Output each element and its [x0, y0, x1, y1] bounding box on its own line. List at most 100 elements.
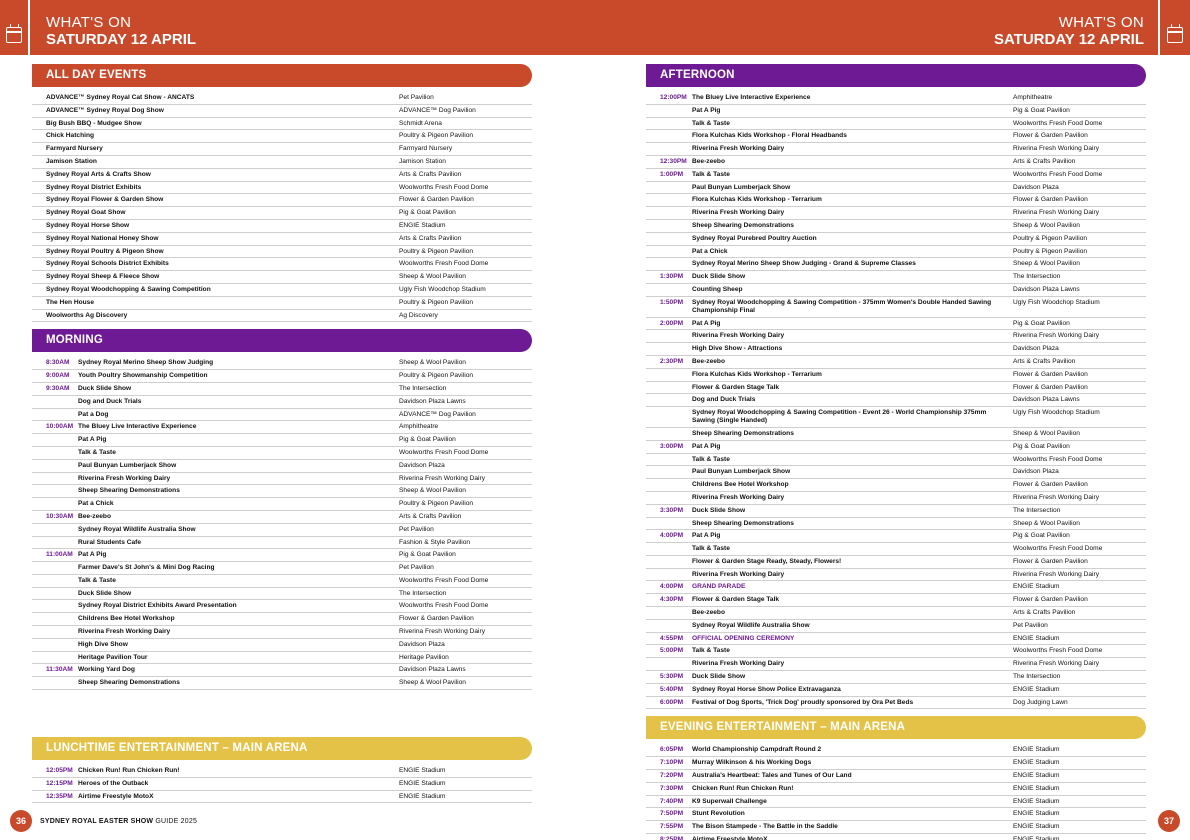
- event-name: Riverina Fresh Working Dairy: [78, 628, 171, 636]
- event-time: [646, 120, 692, 128]
- schedule-row: Sydney Royal Wildlife Australia Show Pet …: [32, 524, 532, 537]
- event-location: ADVANCE™ Dog Pavilion: [399, 106, 476, 114]
- event-time: 4:00PM: [660, 532, 684, 540]
- guide-title-bold: SYDNEY ROYAL EASTER SHOW: [40, 817, 154, 825]
- event-name: Bee-zeebo: [692, 157, 725, 165]
- event-location: Dog Judging Lawn: [1013, 698, 1068, 706]
- schedule-row: Paul Bunyan Lumberjack Show Davidson Plaz…: [32, 460, 532, 473]
- event-time: [646, 196, 692, 204]
- event-location: Sheep & Wool Pavilion: [399, 487, 466, 495]
- header-left-date: SATURDAY 12 APRIL: [46, 31, 197, 48]
- footer-right: 37: [1158, 810, 1180, 832]
- schedule-row: 3:00PM Pat A Pig Pig & Goat Pavilion: [646, 441, 1146, 454]
- event-location: Ugly Fish Woodchop Stadium: [1013, 409, 1100, 417]
- event-name: Paul Bunyan Lumberjack Show: [692, 183, 791, 191]
- event-name: Farmer Dave's St John's & Mini Dog Racin…: [78, 564, 215, 572]
- event-location: Ag Discovery: [399, 311, 438, 319]
- event-time: [646, 332, 692, 340]
- event-name: Sydney Royal Merino Sheep Show Judging: [78, 359, 214, 367]
- event-time: 8:30AM: [46, 359, 70, 367]
- section-spacer: [32, 690, 532, 737]
- event-time: [646, 409, 692, 425]
- event-name: Pat A Pig: [692, 319, 721, 327]
- event-location: Pig & Goat Pavilion: [399, 209, 456, 217]
- event-location: Farmyard Nursery: [399, 145, 453, 153]
- schedule-row: ADVANCE™ Sydney Royal Dog Show ADVANCE™ D…: [32, 105, 532, 118]
- event-name: Pat A Pig: [692, 106, 721, 114]
- event-location: Arts & Crafts Pavilion: [399, 170, 462, 178]
- schedule-row: Pat a Chick Poultry & Pigeon Pavilion: [646, 246, 1146, 259]
- event-location: Sheep & Wool Pavilion: [399, 273, 466, 281]
- event-time: [646, 622, 692, 630]
- schedule-row: Heritage Pavilion Tour Heritage Pavilion: [32, 652, 532, 665]
- schedule-row: Riverina Fresh Working Dairy Riverina Fre…: [32, 626, 532, 639]
- schedule-row: Sheep Shearing Demonstrations Sheep & Woo…: [646, 220, 1146, 233]
- schedule-row: 9:30AM Duck Slide Show The Intersection: [32, 383, 532, 396]
- event-time: [646, 209, 692, 217]
- event-location: Sheep & Wool Pavilion: [399, 359, 466, 367]
- event-time: [32, 411, 78, 419]
- event-name: Chicken Run! Run Chicken Run!: [78, 767, 180, 775]
- event-name: Festival of Dog Sports, 'Trick Dog' prou…: [692, 698, 914, 706]
- schedule-row: Counting Sheep Davidson Plaza Lawns: [646, 284, 1146, 297]
- schedule-row: 6:05PM World Championship Campdraft Round…: [646, 744, 1146, 758]
- event-name: Sydney Royal Schools District Exhibits: [46, 260, 169, 268]
- event-name: Sydney Royal Wildlife Australia Show: [78, 525, 196, 533]
- event-location: Riverina Fresh Working Dairy: [1013, 145, 1099, 153]
- event-time: [646, 520, 692, 528]
- event-name: High Dive Show: [78, 640, 128, 648]
- schedule-row: Childrens Bee Hotel Workshop Flower & Gar…: [646, 479, 1146, 492]
- event-name: Duck Slide Show: [78, 589, 132, 597]
- schedule-row: Sydney Royal District Exhibits Award Pre…: [32, 600, 532, 614]
- schedule-row: 12:30PM Bee-zeebo Arts & Crafts Pavilion: [646, 156, 1146, 169]
- schedule-row: Flora Kulchas Kids Workshop - Floral Hea…: [646, 130, 1146, 144]
- event-name: Riverina Fresh Working Dairy: [692, 570, 785, 578]
- event-location: Poultry & Pigeon Pavilion: [399, 298, 474, 306]
- event-time: [646, 184, 692, 192]
- event-name: Sydney Royal National Honey Show: [46, 234, 159, 242]
- calendar-icon: [6, 24, 22, 43]
- event-name: Sheep Shearing Demonstrations: [692, 519, 794, 527]
- event-location: Woolworths Fresh Food Dome: [399, 260, 489, 268]
- event-name: Sydney Royal District Exhibits Award Pre…: [78, 602, 237, 610]
- schedule-row: 5:40PM Sydney Royal Horse Show Police Ext…: [646, 684, 1146, 697]
- schedule-row: Sydney Royal Poultry & Pigeon Show Poultr…: [32, 246, 532, 259]
- event-time: 1:50PM: [660, 298, 684, 306]
- event-time: [646, 609, 692, 617]
- event-location: Davidson Plaza Lawns: [1013, 285, 1080, 293]
- event-name: Talk & Taste: [692, 647, 730, 655]
- event-time: 3:30PM: [660, 506, 684, 514]
- event-name: Duck Slide Show: [692, 273, 746, 281]
- schedule-row: Sydney Royal Woodchopping & Sawing Compe…: [32, 284, 532, 297]
- event-location: ENGIE Stadium: [1013, 797, 1060, 805]
- event-name: High Dive Show - Attractions: [692, 345, 783, 353]
- event-location: Riverina Fresh Working Dairy: [1013, 209, 1099, 217]
- left-page-column: ALL DAY EVENTS ADVANCE™ Sydney Royal Cat…: [32, 64, 532, 804]
- event-location: Woolworths Fresh Food Dome: [399, 448, 489, 456]
- all-day-list: ADVANCE™ Sydney Royal Cat Show - ANCATS P…: [32, 92, 532, 323]
- event-name: Stunt Revolution: [692, 810, 745, 818]
- event-name: Talk & Taste: [78, 576, 116, 584]
- event-time: [646, 345, 692, 353]
- schedule-row: Pat A Pig Pig & Goat Pavilion: [32, 434, 532, 447]
- event-location: Woolworths Fresh Food Dome: [1013, 119, 1103, 127]
- top-header-bar: WHAT'S ON SATURDAY 12 APRIL WHAT'S ON SA…: [0, 0, 1190, 55]
- event-name: Riverina Fresh Working Dairy: [692, 660, 785, 668]
- event-location: Sheep & Wool Pavilion: [1013, 429, 1080, 437]
- event-time: [646, 571, 692, 579]
- schedule-row: 5:00PM Talk & Taste Woolworths Fresh Food …: [646, 645, 1146, 659]
- header-divider: [28, 0, 30, 55]
- schedule-row: Chick Hatching Poultry & Pigeon Pavilion: [32, 130, 532, 144]
- event-time: 9:30AM: [46, 384, 70, 392]
- schedule-row: 2:30PM Bee-zeebo Arts & Crafts Pavilion: [646, 356, 1146, 369]
- event-location: Pig & Goat Pavilion: [399, 436, 456, 444]
- schedule-row: Sydney Royal Horse Show ENGIE Stadium: [32, 220, 532, 233]
- event-location: Davidson Plaza: [399, 640, 445, 648]
- event-name: Counting Sheep: [692, 285, 743, 293]
- event-time: 12:00PM: [660, 94, 687, 101]
- right-page-column: AFTERNOON 12:00PM The Bluey Live Interact…: [646, 64, 1146, 840]
- event-name: Duck Slide Show: [692, 673, 746, 681]
- event-time: [646, 260, 692, 268]
- afternoon-list: 12:00PM The Bluey Live Interactive Experi…: [646, 92, 1146, 710]
- event-location: Pig & Goat Pavilion: [399, 551, 456, 559]
